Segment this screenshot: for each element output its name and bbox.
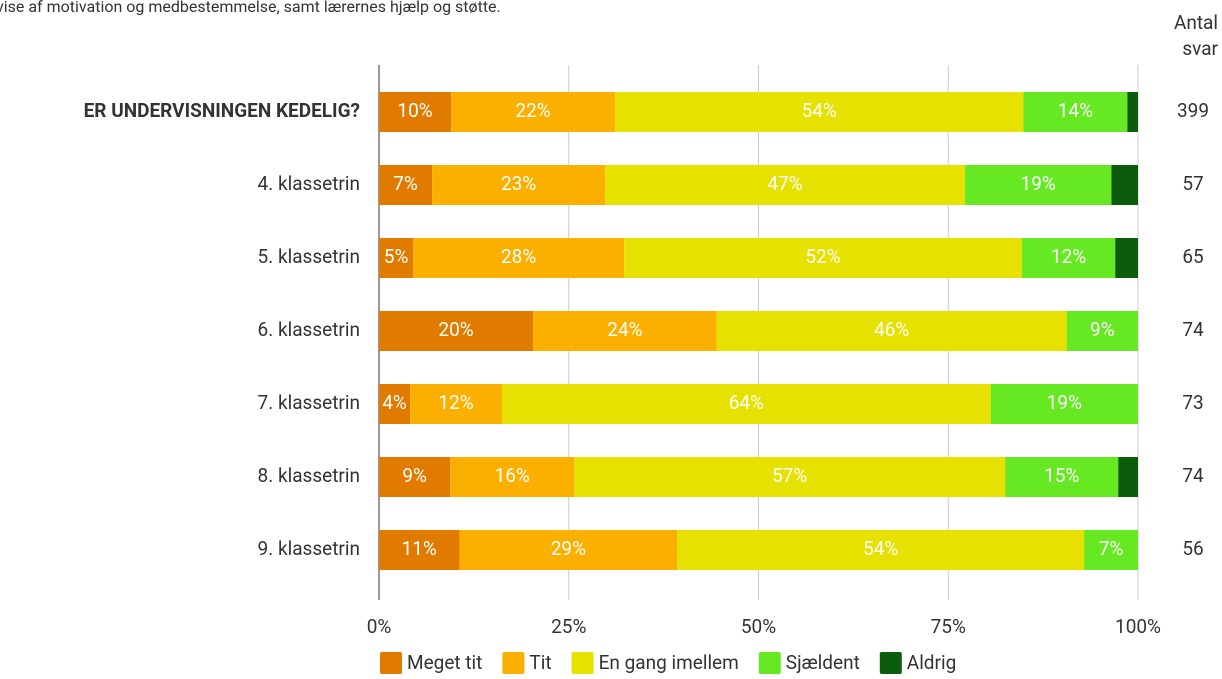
- bar-segment: [990, 384, 1138, 424]
- bar-segment: [605, 165, 965, 205]
- x-tick-label: 50%: [741, 615, 776, 638]
- data-label: 24%: [607, 318, 642, 341]
- data-label: 5%: [384, 245, 409, 268]
- legend-label: Meget tit: [407, 651, 482, 674]
- data-label: 14%: [1058, 99, 1093, 122]
- bar-segment: [459, 530, 678, 570]
- bar-segment: [1127, 92, 1138, 132]
- x-tick-label: 75%: [931, 615, 966, 638]
- count-label: 399: [1177, 99, 1209, 122]
- bar-segment: [413, 238, 625, 278]
- legend-label: Sjældent: [786, 651, 860, 674]
- bar-segment: [379, 311, 534, 351]
- bar-segment: [574, 457, 1006, 497]
- data-label: 29%: [551, 537, 586, 560]
- bar-segment: [379, 92, 452, 132]
- bar-segment: [1084, 530, 1138, 570]
- data-label: 54%: [863, 537, 898, 560]
- bar-segment: [379, 457, 451, 497]
- data-label: 28%: [501, 245, 536, 268]
- bar-segment: [432, 165, 606, 205]
- data-label: 12%: [1051, 245, 1086, 268]
- category-label: 8. klassetrin: [258, 464, 360, 487]
- data-label: 54%: [802, 99, 837, 122]
- bar-segment: [450, 457, 575, 497]
- data-label: 7%: [393, 172, 418, 195]
- data-label: 9%: [402, 464, 427, 487]
- bar-segment: [964, 165, 1112, 205]
- bar-segment: [451, 92, 616, 132]
- category-label: 7. klassetrin: [258, 391, 360, 414]
- bar-segment: [1111, 165, 1138, 205]
- legend-label: Tit: [529, 651, 551, 674]
- legend-label: Aldrig: [907, 651, 956, 674]
- bar-segment: [677, 530, 1085, 570]
- data-label: 22%: [515, 99, 550, 122]
- x-tick-label: 25%: [551, 615, 586, 638]
- bar-segment: [410, 384, 502, 424]
- data-label: 19%: [1021, 172, 1056, 195]
- data-label: 19%: [1047, 391, 1082, 414]
- data-label: 15%: [1044, 464, 1079, 487]
- count-label: 56: [1182, 537, 1203, 560]
- bar-segment: [716, 311, 1067, 351]
- data-label: 4%: [382, 391, 407, 414]
- data-label: 64%: [729, 391, 764, 414]
- data-label: 57%: [772, 464, 807, 487]
- data-label: 52%: [805, 245, 840, 268]
- data-label: 23%: [501, 172, 536, 195]
- subtitle: vise af motivation og medbestemmelse, sa…: [0, 0, 501, 16]
- bar-segment: [501, 384, 991, 424]
- bar-segment: [1066, 311, 1138, 351]
- data-label: 47%: [767, 172, 802, 195]
- category-label: 9. klassetrin: [258, 537, 360, 560]
- bar-segment: [1115, 238, 1138, 278]
- category-label: 6. klassetrin: [258, 318, 360, 341]
- legend-swatch: [380, 652, 402, 674]
- category-label: 5. klassetrin: [258, 245, 360, 268]
- legend-label: En gang imellem: [599, 651, 739, 674]
- count-label: 74: [1182, 464, 1204, 487]
- bar-segment: [1023, 92, 1128, 132]
- data-label: 20%: [438, 318, 473, 341]
- count-label: 57: [1182, 172, 1203, 195]
- count-label: 65: [1182, 245, 1203, 268]
- legend-swatch: [758, 652, 781, 674]
- data-label: 16%: [495, 464, 530, 487]
- counts-header: Antal svar: [1173, 11, 1218, 60]
- bar-segment: [379, 238, 414, 278]
- x-tick-label: 100%: [1115, 615, 1161, 638]
- data-label: 10%: [397, 99, 432, 122]
- data-label: 11%: [402, 537, 437, 560]
- bar-segment: [379, 165, 433, 205]
- bar-segment: [624, 238, 1022, 278]
- bar-segment: [1021, 238, 1116, 278]
- bar-segment: [1118, 457, 1138, 497]
- legend-swatch: [879, 652, 902, 674]
- legend-swatch: [502, 652, 525, 674]
- bar-segment: [533, 311, 717, 351]
- category-label: 4. klassetrin: [258, 172, 360, 195]
- category-label: ER UNDERVISNINGEN KEDELIG?: [84, 99, 360, 122]
- data-label: 7%: [1099, 537, 1124, 560]
- bar-segment: [379, 384, 411, 424]
- bar-segment: [379, 530, 460, 570]
- bar-segment: [1005, 457, 1119, 497]
- data-label: 46%: [874, 318, 909, 341]
- count-label: 73: [1182, 391, 1203, 414]
- legend-swatch: [571, 652, 594, 674]
- count-label: 74: [1182, 318, 1204, 341]
- x-tick-label: 0%: [367, 615, 392, 638]
- data-label: 9%: [1090, 318, 1115, 341]
- data-label: 12%: [438, 391, 473, 414]
- bar-segment: [615, 92, 1024, 132]
